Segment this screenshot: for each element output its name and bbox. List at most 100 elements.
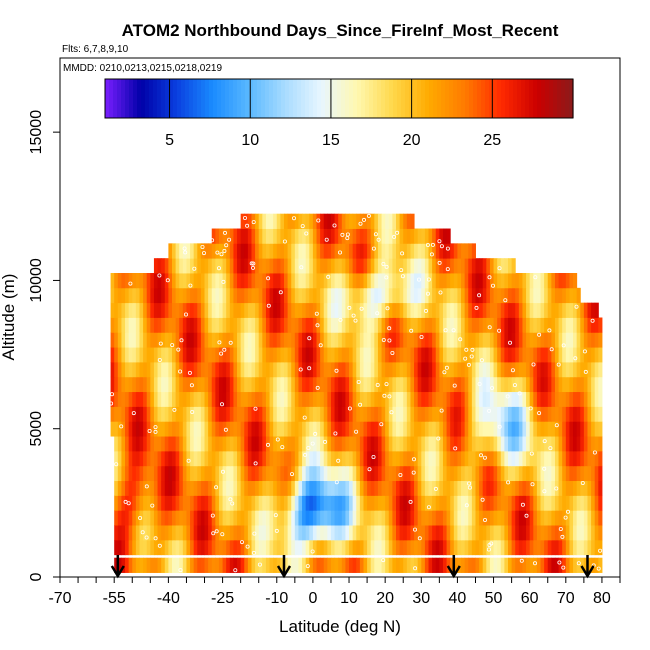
observation-point [273,513,278,518]
heatmap-cell [453,421,458,437]
heatmap-cell [172,347,177,363]
heatmap-cell [222,539,227,556]
heatmap-cell [573,450,578,467]
heatmap-cell [464,557,469,573]
observation-point [324,237,329,242]
heatmap-cell [128,465,133,482]
heatmap-cell [312,480,318,496]
observation-point [251,261,256,266]
heatmap-cell [294,302,299,318]
heatmap-cell [161,391,166,407]
heatmap-cell [569,361,574,378]
heatmap-cell [489,450,495,467]
heatmap-cell [298,480,303,496]
heatmap-cell [179,436,184,452]
heatmap-cell [247,480,252,496]
heatmap-cell [349,287,354,304]
heatmap-cell [396,406,401,422]
heatmap-cell [396,495,401,511]
observation-point [573,356,578,361]
heatmap-cell [417,539,422,556]
colorbar-segment [497,79,502,118]
heatmap-cell [591,525,596,541]
heatmap-cell [298,557,303,573]
colorbar-segment [233,79,238,118]
heatmap-cell [414,557,419,573]
heatmap-cell [540,436,545,452]
observation-point [332,223,337,228]
heatmap-cell [175,361,180,378]
heatmap-cell [446,391,451,407]
heatmap-cell [153,480,159,496]
heatmap-cell [526,465,531,482]
heatmap-cell [540,332,545,348]
heatmap-cell [262,243,267,259]
heatmap-cell [417,273,422,289]
heatmap-cell [558,436,563,452]
heatmap-cell [504,376,509,393]
heatmap-cell [349,302,354,318]
heatmap-cell [497,421,502,437]
heatmap-cell [222,480,227,496]
colorbar-tick-label: 5 [165,132,174,149]
heatmap-cell [121,450,126,467]
flight-direction-markers [110,555,595,579]
observation-point [266,276,271,281]
heatmap-cell [146,406,151,422]
heatmap-cell [117,287,122,304]
heatmap-cell [244,421,249,437]
heatmap-cell [471,273,476,289]
heatmap-cell [598,436,603,452]
heatmap-cell [526,510,531,526]
heatmap-cell [182,332,187,348]
heatmap-cell [280,332,285,348]
observation-point [408,499,413,504]
heatmap-cell [240,436,245,452]
heatmap-cell [367,347,372,363]
observation-point [345,236,350,241]
heatmap-cell [341,287,346,304]
heatmap-cell [345,361,350,378]
heatmap-cell [435,510,440,526]
heatmap-cell [114,391,119,407]
heatmap-cell [330,228,336,244]
heatmap-cell [504,273,509,289]
observation-point [482,518,487,523]
heatmap-cell [573,406,578,422]
heatmap-cell [464,361,469,378]
observation-point [528,406,533,411]
heatmap-cell [341,361,346,378]
heatmap-cell [377,436,383,452]
heatmap-cell [442,406,448,422]
x-tick-label: -25 [211,590,234,607]
heatmap-cell [396,557,401,573]
heatmap-cell [367,510,372,526]
heatmap-cell [381,450,386,467]
heatmap-cell [168,539,173,556]
heatmap-cell [255,228,260,244]
heatmap-cell [247,525,252,541]
heatmap-cell [479,525,484,541]
heatmap-cell [182,287,187,304]
heatmap-cell [208,465,213,482]
heatmap-cell [370,421,375,437]
heatmap-cell [554,391,560,407]
heatmap-cell [312,406,318,422]
heatmap-cell [453,332,458,348]
heatmap-cell [399,557,404,573]
heatmap-cell [587,525,592,541]
heatmap-cell [193,376,198,393]
heatmap-cell [446,317,451,333]
x-tick-label: 10 [340,590,358,607]
heatmap-cell [175,450,180,467]
heatmap-cell [442,510,448,526]
heatmap-cell [442,258,448,274]
heatmap-cell [294,347,299,363]
colorbar-segment [529,79,534,118]
heatmap-cell [446,376,451,393]
heatmap-cell [273,287,278,304]
heatmap-cell [200,436,206,452]
observation-point [223,427,228,432]
heatmap-cell [547,510,552,526]
heatmap-cell [591,450,596,467]
